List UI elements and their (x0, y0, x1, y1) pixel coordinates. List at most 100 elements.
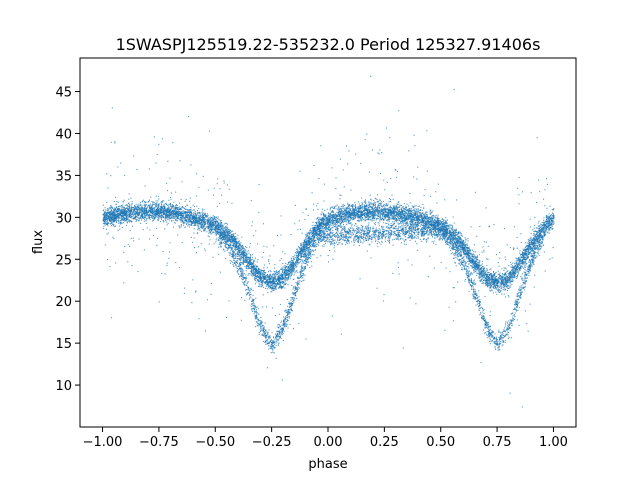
data-point (236, 247, 238, 249)
data-point (244, 246, 246, 248)
data-point (425, 222, 427, 224)
data-point (182, 220, 184, 222)
data-point (173, 210, 175, 212)
data-point (234, 240, 236, 242)
data-point (492, 285, 494, 287)
data-point (184, 226, 186, 228)
data-point (407, 219, 409, 221)
data-point (502, 274, 504, 276)
data-point (284, 279, 286, 281)
data-point (533, 241, 535, 243)
data-point (394, 207, 396, 209)
data-point (460, 240, 462, 242)
data-point (174, 213, 176, 215)
data-point (404, 211, 406, 213)
data-point (230, 241, 232, 243)
data-point (249, 259, 251, 261)
data-point (201, 217, 203, 219)
data-point (186, 212, 188, 214)
data-point (381, 217, 383, 219)
data-point (460, 233, 462, 235)
data-point (479, 269, 481, 271)
data-point (391, 213, 393, 215)
data-point (110, 220, 112, 222)
data-point (371, 220, 373, 222)
data-point (345, 216, 347, 218)
data-point (517, 264, 519, 266)
data-point (299, 251, 301, 253)
data-point (123, 207, 125, 209)
data-point (149, 209, 151, 211)
data-point (127, 204, 129, 206)
data-point (300, 251, 302, 253)
data-point (332, 213, 334, 215)
data-point (190, 219, 192, 221)
data-point (203, 220, 205, 222)
data-point (304, 249, 306, 251)
data-point (365, 217, 367, 219)
data-point (448, 225, 450, 227)
data-point (236, 252, 238, 254)
data-point (194, 220, 196, 222)
data-point (343, 213, 345, 215)
data-point (459, 231, 461, 233)
data-point (242, 262, 244, 264)
data-point (332, 208, 334, 210)
data-point (124, 215, 126, 217)
data-point (327, 218, 329, 220)
data-point (202, 223, 204, 225)
data-point (208, 227, 210, 229)
data-point (139, 205, 141, 207)
data-point (437, 214, 439, 216)
data-point (120, 209, 122, 211)
data-point (475, 260, 477, 262)
data-point (336, 228, 338, 230)
data-point (516, 276, 518, 278)
data-point (519, 260, 521, 262)
data-point (124, 213, 126, 215)
data-point (311, 235, 313, 237)
data-point (405, 212, 407, 214)
data-point (481, 272, 483, 274)
data-point (111, 222, 113, 224)
data-point (504, 267, 506, 269)
data-point (151, 207, 153, 209)
data-point (270, 275, 272, 277)
data-point (250, 266, 252, 268)
data-point (332, 210, 334, 212)
data-point (258, 273, 260, 275)
data-point (150, 210, 152, 212)
data-point (425, 225, 427, 227)
data-point (144, 214, 146, 216)
data-point (141, 201, 143, 203)
data-point (501, 280, 503, 282)
data-point (204, 214, 206, 216)
data-point (161, 216, 163, 218)
data-point (174, 209, 176, 211)
data-point (209, 218, 211, 220)
data-point (169, 216, 171, 218)
data-point (382, 218, 384, 220)
data-point (549, 221, 551, 223)
data-point (417, 210, 419, 212)
data-point (342, 221, 344, 223)
data-point (418, 212, 420, 214)
data-point (108, 207, 110, 209)
data-point (285, 268, 287, 270)
data-point (390, 222, 392, 224)
data-point (320, 235, 322, 237)
data-point (281, 270, 283, 272)
data-point (486, 269, 488, 271)
data-point (388, 215, 390, 217)
data-point (229, 231, 231, 233)
data-point (132, 213, 134, 215)
data-point (291, 261, 293, 263)
data-point (120, 215, 122, 217)
data-point (270, 280, 272, 282)
data-point (291, 264, 293, 266)
data-point (287, 278, 289, 280)
data-point (397, 213, 399, 215)
data-point (337, 221, 339, 223)
data-point (286, 277, 288, 279)
data-point (191, 215, 193, 217)
